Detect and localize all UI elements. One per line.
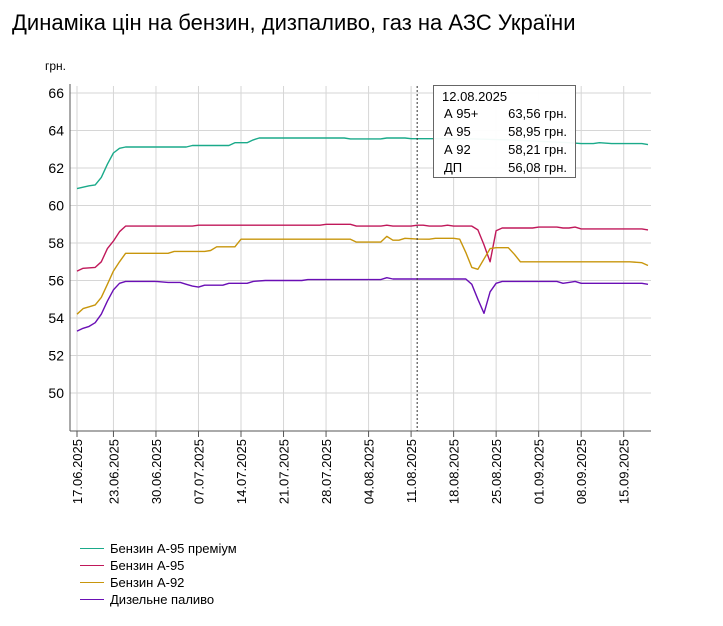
- y-tick-label: 54: [48, 310, 64, 326]
- x-tick-label: 17.06.2025: [70, 439, 85, 504]
- legend-label: Бензин А-92: [110, 575, 185, 590]
- x-tick-label: 23.06.2025: [106, 439, 121, 504]
- tooltip-value: 58,21 грн.: [508, 142, 567, 157]
- x-tick-label: 11.08.2025: [404, 439, 419, 503]
- legend-item-a95[interactable]: Бензин А-95: [80, 557, 237, 574]
- series-line-diesel: [76, 277, 649, 332]
- x-tick-label: 07.07.2025: [191, 439, 206, 504]
- x-tick-label: 21.07.2025: [277, 439, 292, 504]
- y-tick-label: 56: [48, 273, 64, 289]
- page-title: Динаміка цін на бензин, дизпаливо, газ н…: [12, 10, 576, 35]
- tooltip: 12.08.2025 А 95+ 63,56 грн. А 95 58,95 г…: [433, 85, 576, 178]
- legend-label: Дизельне паливо: [110, 592, 215, 607]
- tooltip-value: 56,08 грн.: [508, 160, 567, 175]
- axes: 50 52 54 56 58 60 62 64 66 грн. 17.06.2025 23.06.20…: [45, 59, 651, 504]
- y-tick-label: 50: [48, 385, 64, 401]
- x-tick-label: 18.08.2025: [447, 439, 462, 504]
- x-tick-label: 14.07.2025: [234, 439, 249, 504]
- legend: Бензин А-95 преміум Бензин А-95 Бензин А…: [80, 540, 237, 608]
- y-axis-unit-label: грн.: [45, 59, 66, 73]
- y-tick-label: 66: [48, 85, 64, 101]
- y-tick-label: 60: [48, 198, 64, 214]
- tooltip-label: А 95: [444, 124, 471, 139]
- y-tick-label: 64: [48, 123, 64, 139]
- tooltip-row-diesel: ДП 56,08 грн.: [442, 159, 567, 177]
- y-tick-label: 62: [48, 160, 64, 176]
- x-tick-label: 04.08.2025: [362, 439, 377, 504]
- legend-label: Бензин А-95: [110, 558, 185, 573]
- x-tick-label: 08.09.2025: [574, 439, 589, 504]
- legend-label: Бензин А-95 преміум: [110, 541, 237, 556]
- legend-swatch: [80, 565, 104, 566]
- x-tick-label: 25.08.2025: [489, 439, 504, 504]
- legend-swatch: [80, 548, 104, 549]
- tooltip-value: 63,56 грн.: [508, 106, 567, 121]
- tooltip-row-a95: А 95 58,95 грн.: [442, 123, 567, 141]
- legend-item-diesel[interactable]: Дизельне паливо: [80, 591, 237, 608]
- series-line-a95: [76, 223, 649, 272]
- series-line-a95-premium: [76, 137, 649, 190]
- y-tick-label: 52: [48, 348, 64, 364]
- x-tick-label: 15.09.2025: [617, 439, 632, 504]
- legend-item-a92[interactable]: Бензин А-92: [80, 574, 237, 591]
- series-lines: [76, 137, 649, 332]
- legend-swatch: [80, 582, 104, 583]
- tooltip-label: А 92: [444, 142, 471, 157]
- tooltip-label: ДП: [444, 160, 463, 175]
- y-tick-label: 58: [48, 235, 64, 251]
- grid: [70, 86, 651, 431]
- x-tick-label: 30.06.2025: [149, 439, 164, 504]
- x-tick-label: 28.07.2025: [319, 439, 334, 504]
- legend-swatch: [80, 599, 104, 600]
- tooltip-row-a92: А 92 58,21 грн.: [442, 141, 567, 159]
- tooltip-date: 12.08.2025: [442, 89, 508, 104]
- tooltip-value: 58,95 грн.: [508, 124, 567, 139]
- x-tick-label: 01.09.2025: [532, 439, 547, 504]
- series-line-a92: [76, 235, 649, 315]
- legend-item-a95-premium[interactable]: Бензин А-95 преміум: [80, 540, 237, 557]
- tooltip-label: А 95+: [444, 106, 479, 121]
- tooltip-row-a95plus: А 95+ 63,56 грн.: [442, 105, 567, 123]
